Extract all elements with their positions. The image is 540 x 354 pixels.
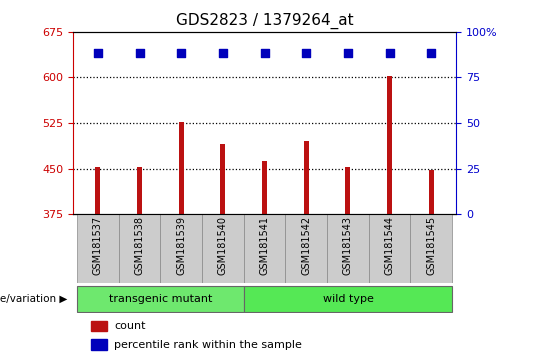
Bar — [387, 76, 392, 214]
Text: GSM181538: GSM181538 — [134, 216, 145, 275]
Bar — [410, 214, 452, 283]
Point — [93, 50, 102, 56]
Title: GDS2823 / 1379264_at: GDS2823 / 1379264_at — [176, 13, 353, 29]
Bar — [91, 320, 107, 331]
Bar — [286, 214, 327, 283]
Bar — [137, 167, 142, 214]
Text: count: count — [114, 321, 146, 331]
Bar — [327, 214, 369, 283]
Bar — [244, 214, 286, 283]
Text: genotype/variation ▶: genotype/variation ▶ — [0, 294, 68, 304]
Text: wild type: wild type — [322, 293, 373, 304]
Bar — [369, 214, 410, 283]
Text: GSM181544: GSM181544 — [384, 216, 395, 275]
Bar — [179, 122, 184, 214]
Point — [177, 50, 186, 56]
Bar — [346, 167, 350, 214]
Bar — [202, 214, 244, 283]
Point — [343, 50, 352, 56]
Bar — [429, 170, 434, 214]
Point — [260, 50, 269, 56]
Bar — [119, 214, 160, 283]
Bar — [91, 339, 107, 350]
Bar — [77, 286, 244, 312]
Text: transgenic mutant: transgenic mutant — [109, 293, 212, 304]
Bar — [304, 141, 309, 214]
Bar — [262, 161, 267, 214]
Bar — [160, 214, 202, 283]
Bar — [220, 144, 225, 214]
Text: GSM181537: GSM181537 — [93, 216, 103, 275]
Text: GSM181539: GSM181539 — [176, 216, 186, 275]
Text: percentile rank within the sample: percentile rank within the sample — [114, 339, 302, 350]
Text: GSM181540: GSM181540 — [218, 216, 228, 275]
Point — [427, 50, 436, 56]
Point — [135, 50, 144, 56]
Text: GSM181545: GSM181545 — [426, 216, 436, 275]
Bar — [96, 167, 100, 214]
Point — [386, 50, 394, 56]
Point — [302, 50, 310, 56]
Text: GSM181542: GSM181542 — [301, 216, 311, 275]
Text: GSM181541: GSM181541 — [260, 216, 269, 275]
Text: GSM181543: GSM181543 — [343, 216, 353, 275]
Point — [219, 50, 227, 56]
Bar — [77, 214, 119, 283]
Bar — [244, 286, 452, 312]
